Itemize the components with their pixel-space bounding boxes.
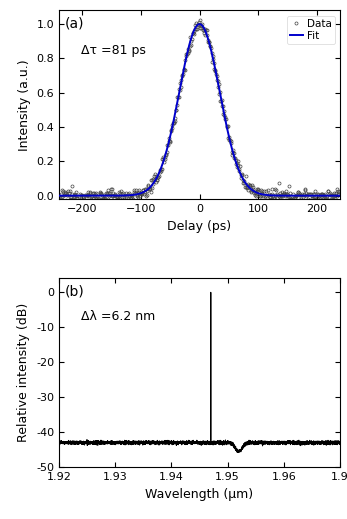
Y-axis label: Intensity (a.u.): Intensity (a.u.)	[18, 59, 31, 151]
Data	[67, 198, 71, 204]
Text: (a): (a)	[65, 16, 84, 30]
Data	[210, 59, 214, 65]
Fit	[177, 91, 181, 97]
Data	[58, 193, 62, 199]
X-axis label: Delay (ps): Delay (ps)	[168, 220, 231, 233]
Fit	[197, 21, 202, 27]
Text: (b): (b)	[65, 284, 84, 298]
Fit	[302, 193, 306, 199]
Data	[198, 17, 202, 23]
Fit	[105, 193, 110, 199]
Text: Δτ =81 ps: Δτ =81 ps	[82, 44, 146, 58]
Fit	[89, 193, 93, 199]
Fit	[338, 193, 342, 199]
Line: Fit: Fit	[59, 24, 340, 196]
Legend: Data, Fit: Data, Fit	[287, 16, 335, 44]
Fit	[332, 193, 337, 199]
Fit	[165, 147, 169, 153]
Fit	[57, 193, 61, 199]
Data	[331, 194, 336, 200]
Data	[337, 189, 341, 195]
Text: Δλ =6.2 nm: Δλ =6.2 nm	[82, 310, 156, 323]
Data	[193, 26, 197, 32]
Data	[288, 189, 292, 196]
X-axis label: Wavelength (μm): Wavelength (μm)	[145, 487, 254, 500]
Y-axis label: Relative intensity (dB): Relative intensity (dB)	[17, 303, 31, 442]
Data	[191, 30, 195, 36]
Data	[225, 123, 229, 129]
Line: Data: Data	[59, 18, 340, 202]
